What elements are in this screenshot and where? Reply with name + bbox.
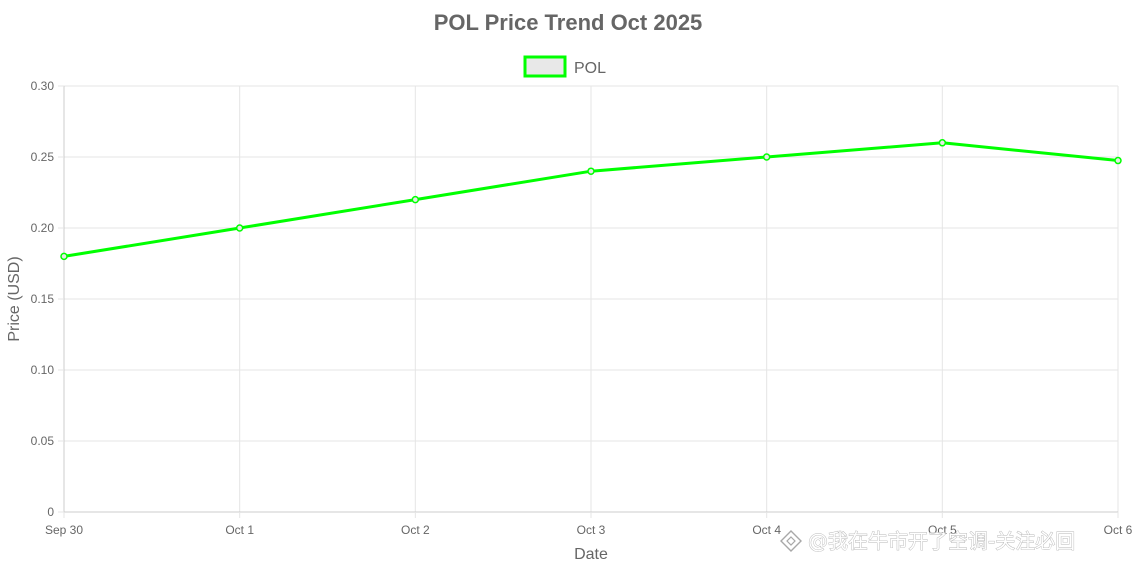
watermark: @我在牛市开了空调-关注必回	[780, 529, 1076, 553]
binance-diamond-icon	[780, 530, 802, 552]
legend-swatch	[523, 55, 567, 78]
data-point[interactable]	[938, 139, 947, 147]
legend-label: POL	[574, 60, 606, 77]
x-tick-label: Oct 3	[577, 523, 606, 537]
y-tick-label: 0.25	[31, 150, 55, 164]
y-tick-label: 0.30	[31, 79, 55, 93]
x-axis-ticks: Sep 30 Oct 1 Oct 2 Oct 3 Oct 4 Oct 5 Oct 6	[45, 512, 1133, 537]
y-tick-label: 0	[47, 505, 54, 519]
x-tick-label: Oct 2	[401, 523, 430, 537]
y-tick-label: 0.20	[31, 221, 55, 235]
data-point[interactable]	[1114, 156, 1122, 165]
grid-lines	[63, 85, 1119, 513]
y-tick-label: 0.15	[31, 292, 55, 306]
chart-title: POL Price Trend Oct 2025	[434, 10, 703, 35]
data-point[interactable]	[587, 167, 595, 175]
data-point[interactable]	[762, 153, 771, 161]
y-axis-ticks: 0 0.05 0.10 0.15 0.20 0.25 0.30	[31, 79, 64, 519]
x-tick-label: Oct 5	[928, 523, 957, 537]
data-point[interactable]	[60, 252, 68, 261]
watermark-text: @我在牛市开了空调-关注必回	[808, 529, 1075, 553]
x-tick-label: Sep 30	[45, 523, 83, 537]
x-axis-title: Date	[574, 546, 608, 563]
y-axis-title: Price (USD)	[6, 256, 23, 341]
series-pol	[60, 139, 1122, 261]
x-tick-label: Oct 6	[1104, 523, 1133, 537]
x-tick-label: Oct 4	[752, 523, 781, 537]
data-point[interactable]	[411, 195, 420, 204]
data-point[interactable]	[235, 224, 244, 232]
x-tick-label: Oct 1	[225, 523, 254, 537]
y-tick-label: 0.05	[31, 434, 55, 448]
y-tick-label: 0.10	[31, 363, 55, 377]
legend[interactable]: POL	[523, 55, 606, 78]
